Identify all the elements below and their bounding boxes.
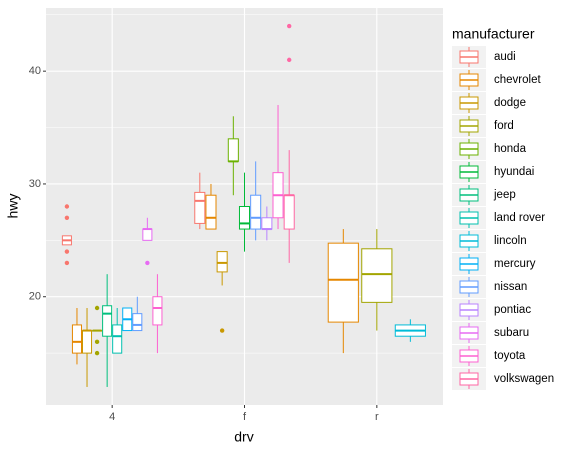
outlier — [145, 260, 150, 266]
outlier — [286, 57, 292, 63]
outlier — [64, 215, 70, 220]
box — [102, 274, 113, 387]
outlier — [64, 249, 70, 254]
box — [327, 229, 359, 354]
box-body — [205, 194, 217, 230]
box-body — [361, 248, 393, 303]
box-body — [102, 305, 113, 337]
box-body — [71, 324, 82, 354]
box-body — [250, 194, 262, 230]
outlier — [219, 328, 225, 333]
box — [227, 116, 239, 196]
y-tick-label: 40 — [29, 65, 41, 77]
legend-label: dodge — [494, 97, 526, 109]
x-tick-label: r — [375, 411, 379, 423]
legend-label: mercury — [494, 258, 536, 270]
box-body — [142, 228, 153, 241]
box — [250, 161, 262, 241]
outlier — [94, 305, 100, 311]
box — [92, 305, 103, 356]
legend-label: audi — [494, 51, 516, 63]
box — [142, 217, 153, 266]
legend-label: subaru — [494, 327, 529, 339]
y-tick-label: 20 — [29, 291, 41, 303]
box — [152, 274, 163, 354]
legend-title: manufacturer — [452, 26, 535, 42]
legend-label: lincoln — [494, 235, 527, 247]
legend-label: jeep — [493, 189, 516, 201]
legend-label: pontiac — [494, 304, 531, 316]
box-body — [327, 242, 359, 323]
outlier — [286, 23, 292, 29]
legend-label: volkswagen — [494, 373, 554, 385]
legend-label: chevrolet — [494, 74, 541, 86]
legend-label: ford — [494, 120, 514, 132]
legend-label: hyundai — [494, 166, 534, 178]
box — [61, 204, 72, 266]
box — [112, 308, 123, 354]
box-body — [81, 330, 93, 354]
x-axis-title: drv — [234, 429, 253, 445]
box — [205, 183, 217, 230]
legend-label: honda — [494, 143, 527, 155]
x-tick-label: f — [243, 411, 247, 423]
box — [122, 307, 133, 332]
outlier — [94, 339, 100, 345]
box-body — [227, 138, 239, 162]
box — [71, 308, 82, 365]
box-body — [152, 296, 163, 326]
box-body — [216, 251, 228, 273]
legend-label: toyota — [494, 350, 526, 362]
box — [272, 104, 284, 230]
box-body — [238, 206, 251, 230]
box — [132, 296, 143, 332]
box-body — [261, 217, 273, 230]
box — [283, 23, 295, 263]
box — [81, 308, 93, 387]
outlier — [94, 350, 100, 356]
y-axis-title: hwy — [5, 194, 21, 219]
box — [261, 206, 273, 241]
y-tick-label: 30 — [29, 178, 41, 190]
box — [216, 251, 228, 333]
outlier — [64, 260, 70, 266]
outlier — [64, 204, 70, 209]
x-tick-label: 4 — [109, 411, 115, 423]
box-body — [132, 313, 143, 332]
box — [361, 229, 393, 331]
box — [194, 172, 206, 230]
legend-label: land rover — [494, 212, 545, 224]
box-body — [112, 324, 123, 354]
box — [238, 172, 251, 252]
box-body — [283, 194, 295, 230]
box-body — [194, 191, 206, 224]
box — [394, 319, 426, 342]
legend-label: nissan — [494, 281, 527, 293]
